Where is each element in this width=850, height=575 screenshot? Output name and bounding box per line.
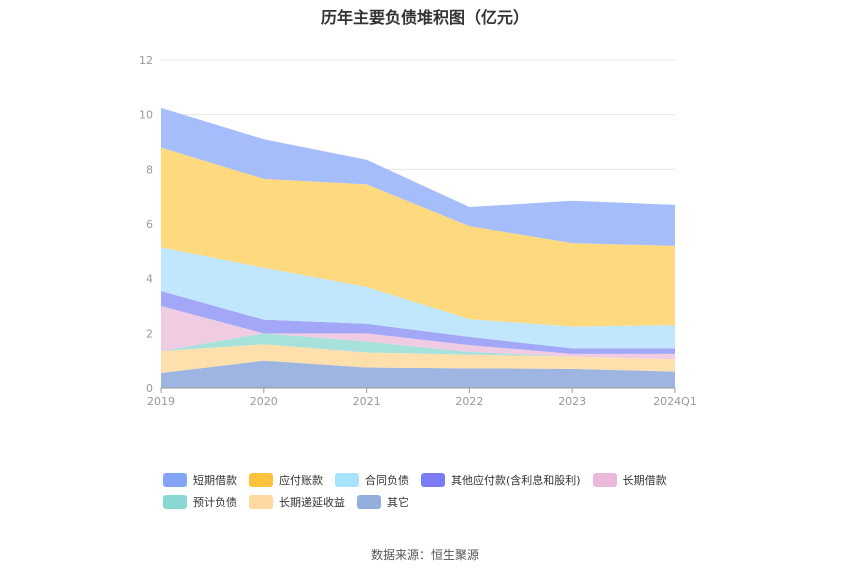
area-series-6 bbox=[161, 147, 675, 327]
legend-label: 其他应付款(含利息和股利) bbox=[451, 474, 581, 487]
x-tick-label: 2024Q1 bbox=[653, 395, 697, 408]
y-tick-label: 0 bbox=[146, 382, 153, 395]
x-tick-label: 2022 bbox=[455, 395, 483, 408]
x-tick-label: 2023 bbox=[558, 395, 586, 408]
y-tick-label: 8 bbox=[146, 163, 153, 176]
legend-swatch bbox=[592, 473, 617, 487]
legend-item[interactable]: 其它 bbox=[357, 494, 409, 510]
y-tick-label: 10 bbox=[139, 109, 153, 122]
legend-item[interactable]: 其他应付款(含利息和股利) bbox=[421, 472, 581, 488]
x-tick-label: 2019 bbox=[147, 395, 175, 408]
stacked-areas bbox=[161, 107, 675, 388]
y-tick-label: 12 bbox=[139, 54, 153, 67]
legend-item[interactable]: 长期递延收益 bbox=[249, 494, 345, 510]
area-series-7 bbox=[161, 107, 675, 246]
legend-swatch bbox=[163, 495, 187, 509]
x-tick-label: 2021 bbox=[353, 395, 381, 408]
legend-label: 其它 bbox=[387, 496, 409, 509]
legend-label: 长期递延收益 bbox=[279, 496, 345, 509]
legend-item[interactable]: 应付账款 bbox=[249, 472, 323, 488]
x-tick-label: 2020 bbox=[250, 395, 278, 408]
legend-swatch bbox=[163, 473, 187, 487]
area-series-0 bbox=[161, 360, 675, 388]
y-tick-label: 4 bbox=[146, 273, 153, 286]
y-tick-label: 2 bbox=[146, 327, 153, 340]
legend-swatch bbox=[335, 473, 359, 487]
legend-swatch bbox=[421, 473, 445, 487]
y-tick-label: 6 bbox=[146, 218, 153, 231]
chart-legend: 短期借款 应付账款 合同负债 其他应付款(含利息和股利) 长期借款预计负债 长期递延收益 其… bbox=[163, 472, 703, 510]
legend-label: 应付账款 bbox=[279, 474, 323, 487]
legend-item[interactable]: 预计负债 bbox=[163, 494, 237, 510]
area-series-3 bbox=[161, 306, 675, 360]
legend-label: 长期借款 bbox=[622, 474, 667, 487]
area-series-5 bbox=[161, 247, 675, 349]
source-note: 数据来源：恒生聚源 bbox=[370, 548, 479, 562]
legend-swatch bbox=[249, 495, 273, 509]
legend-label: 短期借款 bbox=[193, 474, 237, 487]
legend-label: 预计负债 bbox=[193, 496, 237, 509]
legend-label: 合同负债 bbox=[365, 474, 409, 487]
legend-item[interactable]: 短期借款 bbox=[163, 472, 237, 488]
legend-item[interactable]: 合同负债 bbox=[335, 472, 409, 488]
legend-swatch bbox=[249, 473, 273, 487]
chart-title: 历年主要负债堆积图（亿元） bbox=[320, 8, 529, 27]
legend-item[interactable]: 长期借款 bbox=[592, 472, 667, 488]
area-series-1 bbox=[161, 344, 675, 373]
area-series-4 bbox=[161, 290, 675, 354]
area-series-2 bbox=[161, 333, 675, 360]
axes: 0 2 4 6 8 10 12 2019 2020 2021 2022 2023 2024Q1 bbox=[139, 54, 697, 408]
legend-swatch bbox=[357, 495, 381, 509]
